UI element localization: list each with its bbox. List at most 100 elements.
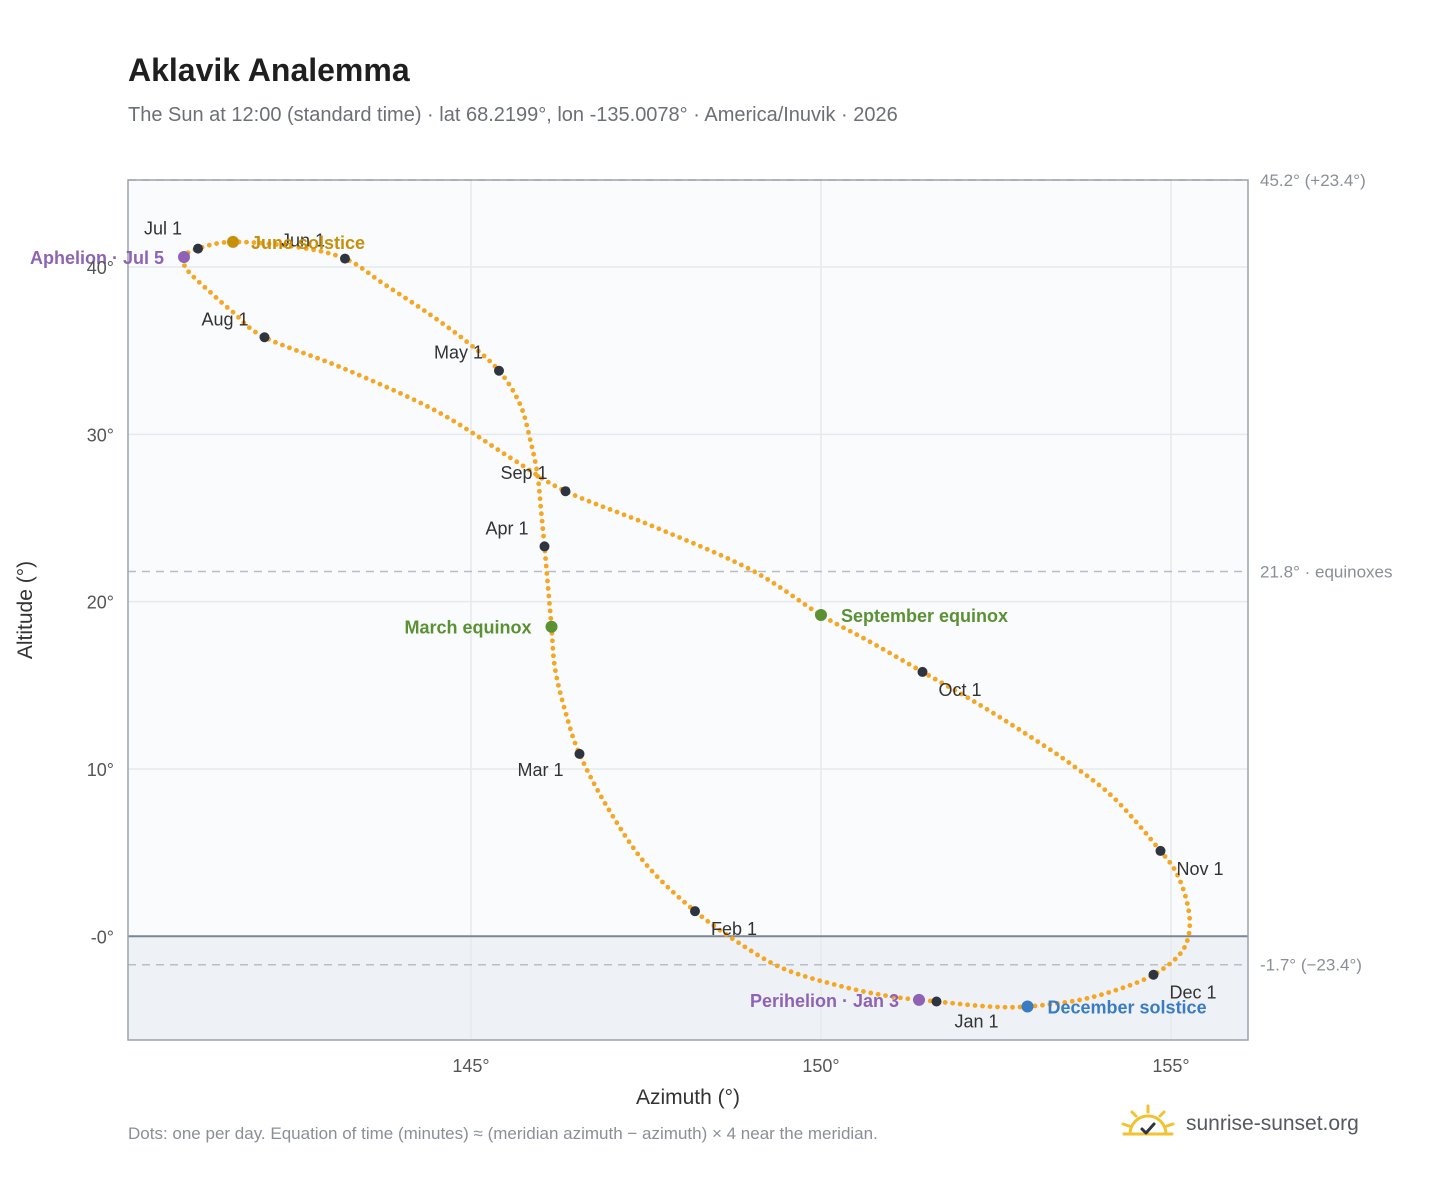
day-dot — [1143, 830, 1149, 836]
day-dot — [251, 240, 257, 245]
day-dot — [880, 646, 886, 652]
day-dot — [230, 309, 236, 315]
event-marker-label: Perihelion · Jan 3 — [750, 991, 899, 1011]
day-dot — [665, 884, 671, 890]
day-dot — [771, 580, 777, 586]
day-dot — [1120, 985, 1126, 991]
below-horizon-shading — [128, 936, 1248, 1040]
day-dot — [781, 966, 787, 972]
day-dot — [952, 687, 958, 693]
day-dot — [1113, 987, 1119, 993]
day-dot — [635, 517, 641, 523]
day-dot — [729, 936, 735, 942]
day-dot — [370, 378, 376, 384]
day-dot — [550, 645, 556, 651]
day-dot — [384, 384, 390, 390]
month-marker-label: Apr 1 — [485, 518, 528, 538]
day-dot — [506, 381, 512, 387]
event-markers: June solstice December solstice March equi… — [30, 233, 1207, 1018]
day-dot — [978, 703, 984, 708]
day-dot — [639, 857, 645, 863]
day-dot — [415, 304, 421, 309]
day-dot — [196, 279, 202, 285]
day-dot — [588, 774, 594, 780]
day-dot — [244, 239, 249, 245]
day-dot — [446, 325, 452, 331]
day-dot — [425, 404, 430, 409]
day-dot — [656, 526, 662, 532]
day-dot — [784, 589, 789, 595]
day-dot — [524, 422, 530, 428]
plot-border — [127, 179, 1249, 1041]
day-dot — [294, 348, 299, 353]
day-dot — [548, 615, 554, 621]
day-dot — [752, 569, 758, 575]
day-dot — [758, 573, 764, 578]
day-dot — [1127, 982, 1133, 988]
day-dot — [1041, 743, 1047, 749]
footnote: Dots: one per day. Equation of time (min… — [128, 1124, 878, 1143]
day-dot — [572, 740, 578, 746]
day-dot — [208, 289, 213, 295]
brand-logo[interactable]: sunrise-sunset.org — [1120, 1100, 1359, 1148]
day-dot — [557, 690, 563, 696]
day-dot — [581, 761, 587, 767]
month-marker-label: Oct 1 — [939, 680, 982, 700]
day-dot — [684, 538, 689, 543]
day-dot — [522, 415, 528, 421]
day-dot — [598, 794, 604, 800]
day-dot — [266, 241, 272, 247]
day-dot — [540, 526, 546, 532]
day-dot — [997, 714, 1003, 720]
day-dot — [421, 308, 427, 314]
day-dot — [1096, 782, 1102, 788]
day-dot — [932, 676, 938, 682]
day-dot — [614, 820, 620, 826]
day-dot — [980, 1003, 985, 1009]
day-dot — [736, 940, 741, 946]
day-dot — [531, 451, 537, 457]
day-dot — [541, 533, 546, 539]
day-dot — [403, 295, 408, 301]
event-marker-label: December solstice — [1048, 998, 1207, 1018]
event-marker-label: September equinox — [841, 606, 1008, 626]
event-marker-dot — [913, 993, 925, 1006]
day-dot — [788, 969, 794, 975]
y-tick-label: 10° — [87, 760, 114, 780]
day-dot — [378, 279, 383, 285]
day-dot — [957, 1001, 963, 1007]
day-dot — [241, 320, 247, 326]
day-dot — [660, 879, 665, 885]
day-dot — [790, 593, 796, 599]
x-tick-label: 155° — [1152, 1056, 1189, 1076]
day-dot — [517, 401, 523, 407]
day-dot — [1069, 998, 1075, 1004]
day-dot — [224, 304, 230, 310]
day-dot — [1148, 836, 1154, 842]
day-dot — [191, 274, 197, 280]
sun-logo-icon — [1121, 1104, 1175, 1136]
day-dot — [529, 444, 535, 450]
day-dot — [353, 261, 359, 267]
y-tick-label: -0° — [91, 927, 114, 947]
event-marker-dot — [545, 620, 558, 633]
event-marker-dot — [227, 235, 239, 248]
day-dot — [1177, 951, 1183, 957]
day-dot — [482, 438, 488, 444]
day-dot — [356, 372, 362, 378]
day-dot — [868, 990, 874, 996]
day-dot — [841, 625, 846, 631]
day-dot — [745, 565, 751, 571]
reference-line-label: -1.7° (−23.4°) — [1260, 956, 1362, 975]
day-dot — [1102, 787, 1108, 793]
x-tick-label: 145° — [452, 1056, 489, 1076]
day-dot — [1118, 802, 1124, 808]
day-dot — [883, 993, 888, 999]
month-marker-dot — [259, 332, 270, 343]
day-dot — [984, 706, 990, 712]
day-dot — [555, 682, 561, 688]
day-dot — [827, 618, 833, 623]
month-marker-label: Aug 1 — [201, 309, 248, 329]
day-dot — [593, 501, 599, 507]
